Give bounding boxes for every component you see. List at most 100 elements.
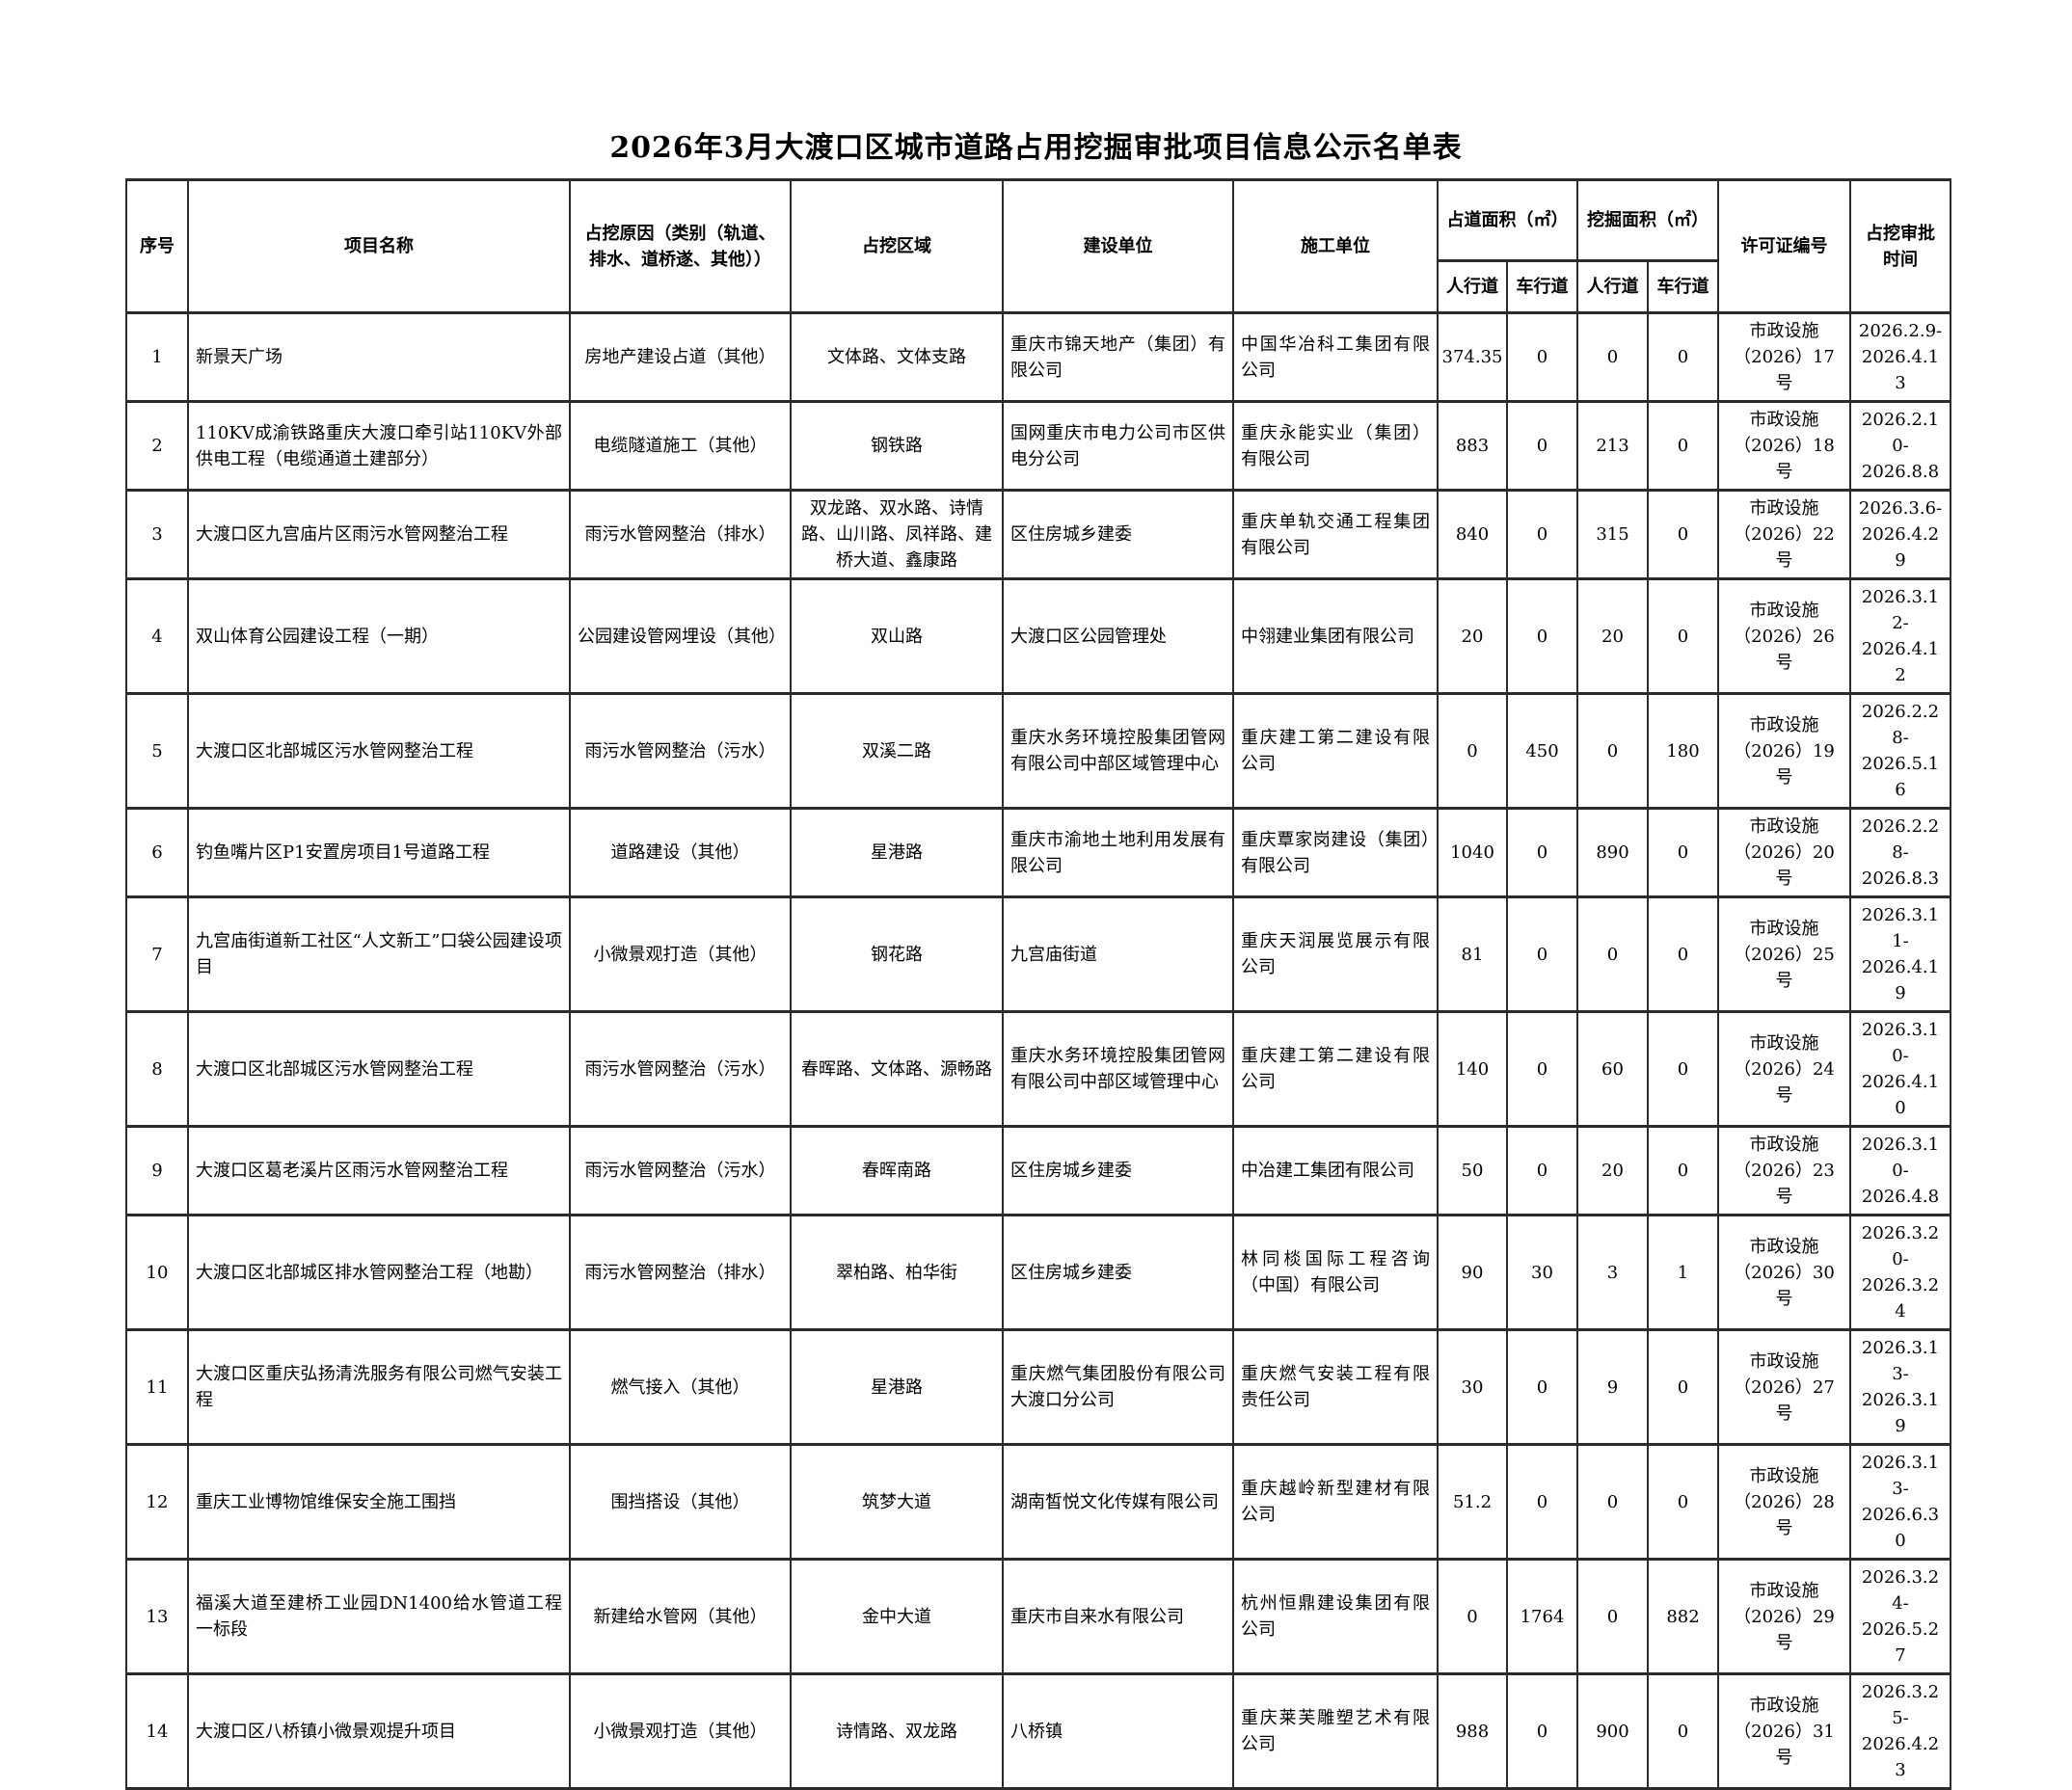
subcol-header-excavate-sidewalk: 人行道 bbox=[1576, 259, 1649, 314]
cell-contractor: 重庆单轨交通工程集团有限公司 bbox=[1232, 489, 1439, 580]
cell-contractor: 中冶建工集团有限公司 bbox=[1232, 1125, 1439, 1216]
cell-reason: 小微景观打造（其他） bbox=[569, 895, 792, 1013]
cell-builder: 大渡口区公园管理处 bbox=[1002, 577, 1234, 695]
cell-seq: 12 bbox=[125, 1443, 189, 1561]
cell-area: 钢花路 bbox=[790, 895, 1004, 1013]
cell-reason: 雨污水管网整治（污水） bbox=[569, 1010, 792, 1128]
cell-occupy-roadway: 0 bbox=[1506, 311, 1578, 403]
col-header-excavate-area: 挖掘面积（㎡） bbox=[1576, 178, 1719, 262]
subcol-header-excavate-roadway: 车行道 bbox=[1647, 259, 1719, 314]
approval-table: 序号 项目名称 占挖原因（类别（轨道、排水、道桥遂、其他）） 占挖区域 建设单位… bbox=[125, 178, 1951, 1790]
cell-permit-number: 市政设施 （2026）26号 bbox=[1717, 577, 1851, 695]
col-header-builder: 建设单位 bbox=[1002, 178, 1234, 314]
cell-project-name: 110KV成渝铁路重庆大渡口牵引站110KV外部供电工程（电缆通道土建部分） bbox=[187, 400, 571, 492]
cell-excavate-roadway: 0 bbox=[1647, 489, 1719, 580]
cell-approval-time: 2026.3.10- 2026.4.10 bbox=[1849, 1010, 1951, 1128]
cell-occupy-roadway: 0 bbox=[1506, 400, 1578, 492]
col-header-reason: 占挖原因（类别（轨道、排水、道桥遂、其他）） bbox=[569, 178, 792, 314]
cell-area: 文体路、文体支路 bbox=[790, 311, 1004, 403]
cell-seq: 5 bbox=[125, 692, 189, 810]
col-header-project: 项目名称 bbox=[187, 178, 571, 314]
cell-excavate-roadway: 0 bbox=[1647, 1672, 1719, 1790]
cell-occupy-sidewalk: 30 bbox=[1437, 1328, 1508, 1446]
cell-approval-time: 2026.2.28- 2026.8.3 bbox=[1849, 807, 1951, 898]
cell-occupy-sidewalk: 0 bbox=[1437, 692, 1508, 810]
table-row: 9 大渡口区葛老溪片区雨污水管网整治工程 雨污水管网整治（污水） 春晖南路 区住… bbox=[125, 1125, 1951, 1216]
cell-permit-number: 市政设施 （2026）20号 bbox=[1717, 807, 1851, 898]
table-header: 序号 项目名称 占挖原因（类别（轨道、排水、道桥遂、其他）） 占挖区域 建设单位… bbox=[125, 178, 1951, 314]
cell-excavate-sidewalk: 213 bbox=[1576, 400, 1649, 492]
cell-occupy-roadway: 450 bbox=[1506, 692, 1578, 810]
cell-builder: 区住房城乡建委 bbox=[1002, 489, 1234, 580]
cell-builder: 重庆水务环境控股集团管网有限公司中部区域管理中心 bbox=[1002, 692, 1234, 810]
cell-contractor: 重庆建工第二建设有限公司 bbox=[1232, 692, 1439, 810]
cell-seq: 1 bbox=[125, 311, 189, 403]
cell-approval-time: 2026.3.20- 2026.3.24 bbox=[1849, 1214, 1951, 1331]
cell-seq: 3 bbox=[125, 489, 189, 580]
cell-permit-number: 市政设施 （2026）18号 bbox=[1717, 400, 1851, 492]
table-row: 10 大渡口区北部城区排水管网整治工程（地勘） 雨污水管网整治（排水） 翠柏路、… bbox=[125, 1214, 1951, 1331]
cell-permit-number: 市政设施 （2026）17号 bbox=[1717, 311, 1851, 403]
cell-reason: 公园建设管网埋设（其他） bbox=[569, 577, 792, 695]
cell-approval-time: 2026.2.28- 2026.5.16 bbox=[1849, 692, 1951, 810]
table-body: 1 新景天广场 房地产建设占道（其他） 文体路、文体支路 重庆市锦天地产（集团）… bbox=[125, 311, 1951, 1790]
cell-reason: 房地产建设占道（其他） bbox=[569, 311, 792, 403]
cell-project-name: 大渡口区八桥镇小微景观提升项目 bbox=[187, 1672, 571, 1790]
cell-contractor: 重庆越岭新型建材有限公司 bbox=[1232, 1443, 1439, 1561]
cell-excavate-sidewalk: 315 bbox=[1576, 489, 1649, 580]
cell-excavate-roadway: 0 bbox=[1647, 807, 1719, 898]
cell-contractor: 重庆永能实业（集团）有限公司 bbox=[1232, 400, 1439, 492]
page-title: 2026年3月大渡口区城市道路占用挖掘审批项目信息公示名单表 bbox=[609, 131, 1463, 165]
col-header-permit: 许可证编号 bbox=[1717, 178, 1851, 314]
cell-area: 筑梦大道 bbox=[790, 1443, 1004, 1561]
table-row: 14 大渡口区八桥镇小微景观提升项目 小微景观打造（其他） 诗情路、双龙路 八桥… bbox=[125, 1672, 1951, 1790]
cell-occupy-sidewalk: 20 bbox=[1437, 577, 1508, 695]
cell-permit-number: 市政设施 （2026）22号 bbox=[1717, 489, 1851, 580]
cell-excavate-roadway: 0 bbox=[1647, 1125, 1719, 1216]
cell-area: 星港路 bbox=[790, 1328, 1004, 1446]
cell-area: 双龙路、双水路、诗情路、山川路、凤祥路、建桥大道、鑫康路 bbox=[790, 489, 1004, 580]
cell-seq: 10 bbox=[125, 1214, 189, 1331]
cell-excavate-sidewalk: 3 bbox=[1576, 1214, 1649, 1331]
cell-area: 双山路 bbox=[790, 577, 1004, 695]
cell-occupy-roadway: 1764 bbox=[1506, 1558, 1578, 1675]
cell-approval-time: 2026.3.25- 2026.4.23 bbox=[1849, 1672, 1951, 1790]
cell-contractor: 林同棪国际工程咨询（中国）有限公司 bbox=[1232, 1214, 1439, 1331]
cell-builder: 重庆市锦天地产（集团）有限公司 bbox=[1002, 311, 1234, 403]
cell-builder: 九宫庙街道 bbox=[1002, 895, 1234, 1013]
cell-builder: 重庆燃气集团股份有限公司大渡口分公司 bbox=[1002, 1328, 1234, 1446]
cell-permit-number: 市政设施 （2026）23号 bbox=[1717, 1125, 1851, 1216]
subcol-header-occupy-roadway: 车行道 bbox=[1506, 259, 1578, 314]
cell-occupy-sidewalk: 90 bbox=[1437, 1214, 1508, 1331]
cell-excavate-sidewalk: 20 bbox=[1576, 577, 1649, 695]
cell-seq: 11 bbox=[125, 1328, 189, 1446]
cell-project-name: 九宫庙街道新工社区“人文新工”口袋公园建设项目 bbox=[187, 895, 571, 1013]
table-row: 11 大渡口区重庆弘扬清洗服务有限公司燃气安装工程 燃气接入（其他） 星港路 重… bbox=[125, 1328, 1951, 1446]
col-header-occupy-area: 占道面积（㎡） bbox=[1437, 178, 1578, 262]
cell-project-name: 福溪大道至建桥工业园DN1400给水管道工程一标段 bbox=[187, 1558, 571, 1675]
table-row: 12 重庆工业博物馆维保安全施工围挡 围挡搭设（其他） 筑梦大道 湖南皙悦文化传… bbox=[125, 1443, 1951, 1561]
table-row: 4 双山体育公园建设工程（一期） 公园建设管网埋设（其他） 双山路 大渡口区公园… bbox=[125, 577, 1951, 695]
cell-seq: 8 bbox=[125, 1010, 189, 1128]
cell-builder: 重庆市自来水有限公司 bbox=[1002, 1558, 1234, 1675]
cell-occupy-roadway: 30 bbox=[1506, 1214, 1578, 1331]
cell-occupy-sidewalk: 140 bbox=[1437, 1010, 1508, 1128]
cell-occupy-sidewalk: 51.2 bbox=[1437, 1443, 1508, 1561]
cell-excavate-sidewalk: 0 bbox=[1576, 895, 1649, 1013]
table-row: 1 新景天广场 房地产建设占道（其他） 文体路、文体支路 重庆市锦天地产（集团）… bbox=[125, 311, 1951, 403]
cell-permit-number: 市政设施 （2026）28号 bbox=[1717, 1443, 1851, 1561]
cell-area: 春晖路、文体路、源畅路 bbox=[790, 1010, 1004, 1128]
cell-project-name: 双山体育公园建设工程（一期） bbox=[187, 577, 571, 695]
cell-approval-time: 2026.3.13- 2026.3.19 bbox=[1849, 1328, 1951, 1446]
cell-seq: 13 bbox=[125, 1558, 189, 1675]
cell-permit-number: 市政设施 （2026）24号 bbox=[1717, 1010, 1851, 1128]
cell-occupy-sidewalk: 374.35 bbox=[1437, 311, 1508, 403]
cell-excavate-sidewalk: 0 bbox=[1576, 311, 1649, 403]
cell-occupy-roadway: 0 bbox=[1506, 1125, 1578, 1216]
cell-approval-time: 2026.3.10- 2026.4.8 bbox=[1849, 1125, 1951, 1216]
cell-project-name: 大渡口区九宫庙片区雨污水管网整治工程 bbox=[187, 489, 571, 580]
cell-reason: 雨污水管网整治（排水） bbox=[569, 489, 792, 580]
cell-approval-time: 2026.3.12- 2026.4.12 bbox=[1849, 577, 1951, 695]
cell-occupy-roadway: 0 bbox=[1506, 1443, 1578, 1561]
cell-occupy-roadway: 0 bbox=[1506, 489, 1578, 580]
